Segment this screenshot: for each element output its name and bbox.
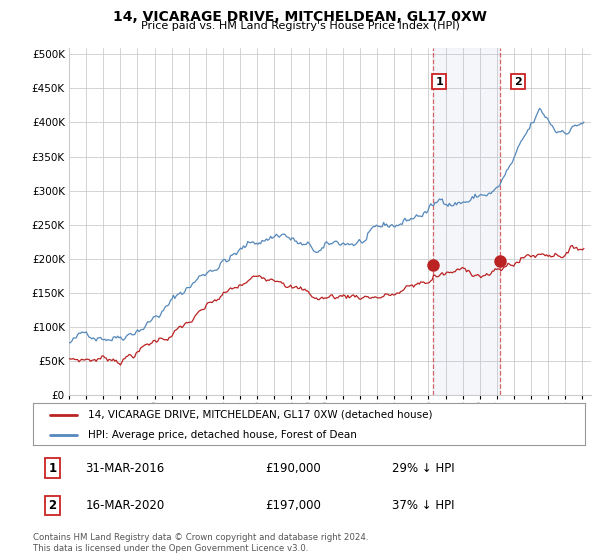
Text: HPI: Average price, detached house, Forest of Dean: HPI: Average price, detached house, Fore… [88, 430, 357, 440]
Text: 29% ↓ HPI: 29% ↓ HPI [392, 461, 454, 475]
Text: 31-MAR-2016: 31-MAR-2016 [85, 461, 164, 475]
Text: 2: 2 [514, 77, 522, 87]
Text: 37% ↓ HPI: 37% ↓ HPI [392, 499, 454, 512]
Text: 14, VICARAGE DRIVE, MITCHELDEAN, GL17 0XW (detached house): 14, VICARAGE DRIVE, MITCHELDEAN, GL17 0X… [88, 410, 433, 420]
Text: 16-MAR-2020: 16-MAR-2020 [85, 499, 164, 512]
Text: 2: 2 [48, 499, 56, 512]
Text: Contains HM Land Registry data © Crown copyright and database right 2024.
This d: Contains HM Land Registry data © Crown c… [33, 533, 368, 553]
Text: £190,000: £190,000 [265, 461, 320, 475]
Text: 14, VICARAGE DRIVE, MITCHELDEAN, GL17 0XW: 14, VICARAGE DRIVE, MITCHELDEAN, GL17 0X… [113, 10, 487, 24]
Text: £197,000: £197,000 [265, 499, 321, 512]
Bar [433, 48, 500, 395]
Text: 1: 1 [48, 461, 56, 475]
Text: Price paid vs. HM Land Registry's House Price Index (HPI): Price paid vs. HM Land Registry's House … [140, 21, 460, 31]
Text: 1: 1 [435, 77, 443, 87]
